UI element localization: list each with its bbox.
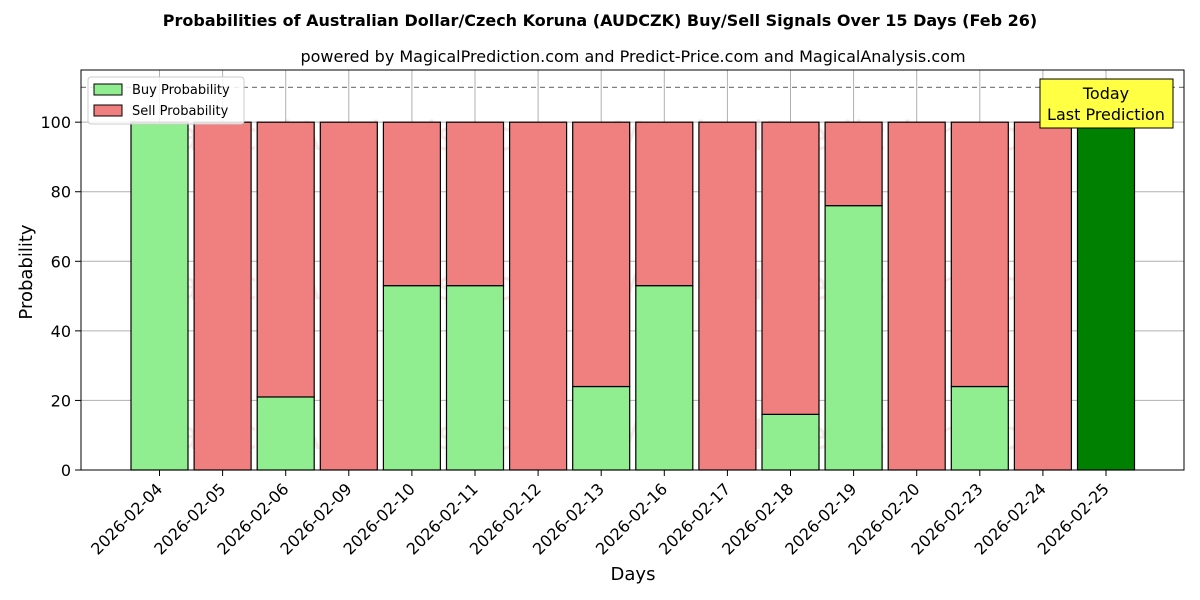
- today-annotation: Today Last Prediction: [1039, 78, 1174, 129]
- sell-bar: [635, 121, 694, 287]
- y-tick-label: 0: [61, 461, 71, 480]
- legend-label: Sell Probability: [132, 104, 229, 119]
- buy-bar: [382, 285, 441, 471]
- sell-bar: [193, 121, 252, 471]
- y-tick-label: 20: [51, 391, 71, 410]
- y-axis: 0 20 40 60 80 100: [40, 113, 81, 480]
- y-tick-label: 100: [40, 113, 71, 132]
- plot-frame: [80, 69, 1185, 471]
- buy-bar: [445, 285, 505, 471]
- sell-bar: [382, 121, 441, 287]
- y-tick-label: 80: [51, 183, 71, 202]
- y-tick-label: 60: [51, 252, 71, 271]
- sell-bar: [445, 121, 505, 287]
- annotation-box: [1039, 78, 1174, 129]
- bars: [130, 121, 1136, 471]
- x-axis-label: Days: [611, 564, 656, 585]
- sell-bar: [887, 121, 946, 471]
- sell-bar: [256, 121, 315, 398]
- legend-swatch: [93, 104, 123, 117]
- buy-bar: [1076, 121, 1136, 471]
- buy-bar: [824, 205, 883, 471]
- buy-bar: [761, 413, 820, 471]
- annotation-text: Today: [1082, 84, 1129, 103]
- legend-swatch: [93, 83, 123, 96]
- y-tick-label: 40: [51, 322, 71, 341]
- buy-bar: [950, 385, 1009, 471]
- y-axis-label: Probability: [16, 224, 37, 319]
- legend-box: [87, 76, 245, 125]
- legend: Buy Probability Sell Probability: [87, 76, 245, 125]
- sell-bar: [698, 121, 757, 471]
- buy-bar: [256, 396, 315, 471]
- annotation-text: Last Prediction: [1047, 105, 1165, 124]
- buy-bar: [635, 285, 694, 471]
- sell-bar: [761, 121, 820, 415]
- buy-bar: [130, 121, 189, 471]
- buy-bar: [572, 385, 631, 471]
- sell-bar: [509, 121, 568, 471]
- sell-bar: [1013, 121, 1073, 471]
- sell-bar: [824, 121, 883, 207]
- legend-label: Buy Probability: [132, 83, 230, 98]
- sell-bar: [319, 121, 378, 471]
- chart-subtitle: powered by MagicalPrediction.com and Pre…: [300, 47, 965, 66]
- sell-bar: [950, 121, 1009, 388]
- sell-bar: [572, 121, 631, 388]
- chart-title: Probabilities of Australian Dollar/Czech…: [163, 11, 1037, 30]
